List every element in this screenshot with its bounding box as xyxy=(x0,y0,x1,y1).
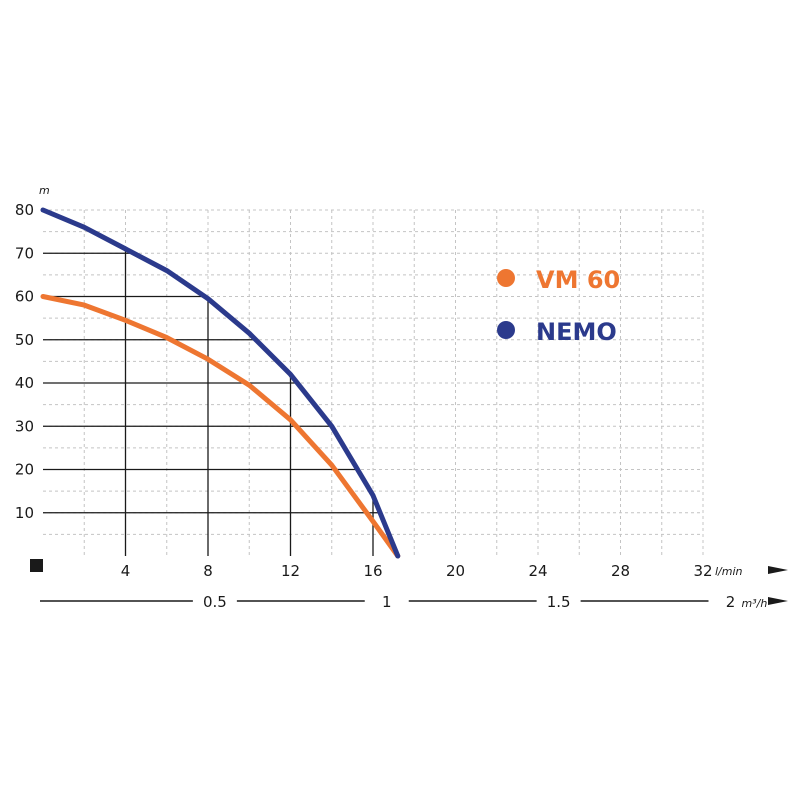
series-line-nemo xyxy=(40,207,401,559)
y-tick-label: 50 xyxy=(15,331,34,349)
y-axis-unit: m xyxy=(39,184,50,197)
x-tick-label: 4 xyxy=(121,562,131,580)
legend-label-nemo: NEMO xyxy=(536,318,617,346)
x2-tick-label: 1.5 xyxy=(547,593,571,611)
y-tick-label: 80 xyxy=(15,201,34,219)
x-tick-label: 16 xyxy=(363,562,382,580)
y-tick-label: 70 xyxy=(15,244,34,262)
legend-label-vm60: VM 60 xyxy=(536,266,620,294)
legend-marker-nemo xyxy=(497,321,515,339)
x2-axis-arrow-icon xyxy=(768,597,788,605)
x2-tick-label: 0.5 xyxy=(203,593,227,611)
x2-axis-unit: m³/h xyxy=(742,597,768,610)
y-tick-label: 40 xyxy=(15,374,34,392)
x-tick-label: 12 xyxy=(281,562,300,580)
x-tick-label: 32 xyxy=(693,562,712,580)
x-axis-ticks: 4 8 12 16 20 24 28 32 xyxy=(121,562,713,580)
x2-tick-label: 1 xyxy=(382,593,392,611)
y-axis-ticks: 10 20 30 40 50 60 70 80 xyxy=(15,201,34,522)
origin-square-icon xyxy=(30,559,43,572)
series-layer xyxy=(40,207,401,559)
x-tick-label: 28 xyxy=(611,562,630,580)
x2-tick-label: 2 xyxy=(726,593,736,611)
secondary-x-axis: 0.5 1 1.5 2 m³/h xyxy=(40,593,788,611)
major-grid xyxy=(43,248,381,556)
y-tick-label: 20 xyxy=(15,461,34,479)
series-line-vm60 xyxy=(40,294,401,559)
x-tick-label: 8 xyxy=(203,562,213,580)
legend: VM 60 NEMO xyxy=(497,266,620,346)
x-axis-arrow-icon xyxy=(768,566,788,574)
x-tick-label: 24 xyxy=(528,562,547,580)
x-axis-unit: l/min xyxy=(715,565,743,578)
legend-marker-vm60 xyxy=(497,269,515,287)
y-tick-label: 60 xyxy=(15,288,34,306)
x-tick-label: 20 xyxy=(446,562,465,580)
y-tick-label: 30 xyxy=(15,417,34,435)
y-tick-label: 10 xyxy=(15,504,34,522)
